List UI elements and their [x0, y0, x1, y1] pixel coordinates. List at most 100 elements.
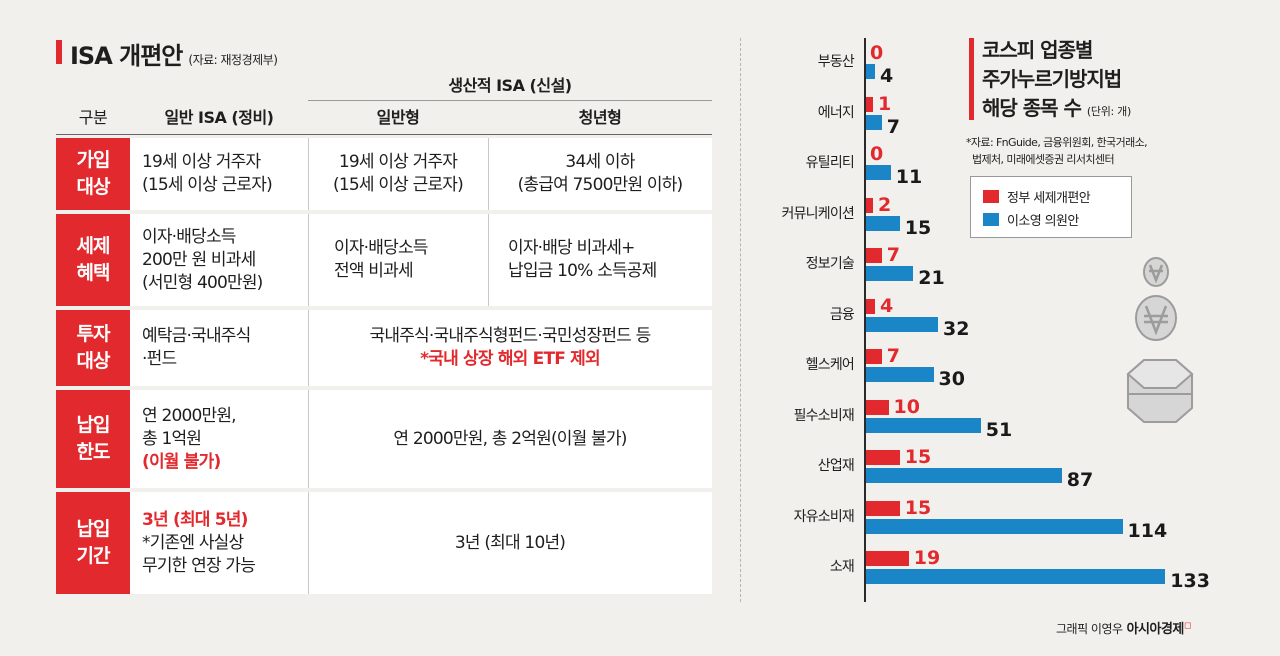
bar-lee — [866, 165, 891, 180]
cell-line: (총급여 7500만원 이하) — [517, 175, 684, 195]
cell-divider — [488, 138, 489, 210]
cell-line: 전액 비과세 — [334, 261, 414, 281]
row-label: 가입 대상 — [56, 138, 130, 210]
cell-prod-merged: 국내주식·국내주식형펀드·국민성장펀드 등 *국내 상장 해외 ETF 제외 — [308, 310, 712, 386]
bar-gov — [866, 450, 900, 465]
cell-line: 예탁금·국내주식 — [142, 326, 251, 346]
chart-title-line: 코스피 업종별 — [982, 38, 1093, 62]
chart-source-line: *자료: FnGuide, 금융위원회, 한국거래소, — [966, 136, 1148, 149]
row-label: 세제 혜택 — [56, 214, 130, 306]
row-label: 납입 기간 — [56, 492, 130, 594]
chart-title: 코스피 업종별 주가누르기방지법 해당 종목 수 (단위: 개) — [982, 36, 1131, 126]
isa-title: ISA 개편안 (자료: 재정경제부) — [70, 42, 278, 70]
cell-note: 3년 (최대 5년) — [142, 509, 248, 530]
bar-gov — [866, 248, 882, 263]
credit: 그래픽 이영우 아시아경제◻ — [1056, 618, 1191, 637]
bar-lee — [866, 569, 1166, 584]
cell-line: 총 1억원 — [142, 428, 202, 449]
data-label-lee: 133 — [1170, 570, 1210, 592]
legend-item: 정부 세제개편안 — [983, 187, 1091, 206]
brand-logo: 아시아경제 — [1126, 622, 1185, 637]
category-label: 정보기술 — [805, 256, 855, 272]
header-divider — [56, 134, 712, 135]
cell-prod-general: 19세 이상 거주자 (15세 이상 근로자) — [308, 138, 488, 210]
bar-gov — [866, 298, 875, 314]
bar-lee — [866, 468, 1062, 483]
data-label-gov: 1 — [878, 92, 892, 115]
legend-swatch — [983, 212, 999, 226]
data-label-gov: 4 — [880, 294, 894, 317]
cell-note: (이월 불가) — [142, 451, 221, 472]
bar-lee — [866, 518, 1123, 534]
data-label-gov: 2 — [878, 193, 892, 216]
cell-line: 무기한 연장 가능 — [142, 555, 256, 576]
cell-line: 이자·배당소득 — [334, 238, 428, 258]
credit-author: 그래픽 이영우 — [1056, 622, 1123, 636]
cell-line: 이자·배당소득 — [142, 226, 236, 247]
cell-line: 연 2000만원, — [142, 405, 237, 426]
data-label-lee: 15 — [904, 216, 932, 239]
brand-mark-icon: ◻ — [1183, 621, 1191, 631]
table-row: 투자 대상 예탁금·국내주식 ·펀드 국내주식·국내주식형펀드·국민성장펀드 등… — [56, 310, 712, 386]
chart-legend: 정부 세제개편안 이소영 의원안 — [970, 176, 1132, 238]
cell-prod-merged: 연 2000만원, 총 2억원(이월 불가) — [308, 390, 712, 488]
chart-source: *자료: FnGuide, 금융위원회, 한국거래소, 법제처, 미래에셋증권 … — [966, 134, 1148, 168]
cell-line: *기존엔 사실상 — [142, 532, 244, 553]
cell-note: *국내 상장 해외 ETF 제외 — [420, 349, 601, 369]
data-label-lee: 21 — [918, 267, 945, 289]
data-label-lee: 4 — [880, 65, 894, 87]
data-label-lee: 114 — [1127, 519, 1168, 542]
cell-line: 3년 (최대 10년) — [454, 532, 566, 553]
title-accent-bar — [56, 40, 62, 64]
cell-general: 이자·배당소득 200만 원 비과세 (서민형 400만원) — [142, 214, 304, 306]
cell-prod-general: 이자·배당소득 전액 비과세 — [334, 214, 484, 306]
row-label: 납입 한도 — [56, 390, 130, 488]
bar-lee — [866, 266, 914, 281]
coin-stack-illustration — [1126, 257, 1194, 423]
data-label-gov: 0 — [870, 143, 884, 165]
isa-table: 생산적 ISA (신설) 구분 일반 ISA (정비) 일반형 청년형 가입 대… — [56, 72, 712, 594]
cell-general: 연 2000만원, 총 1억원 (이월 불가) — [142, 390, 304, 488]
row-label: 투자 대상 — [56, 310, 130, 386]
cell-prod-youth: 이자·배당 비과세+ 납입금 10% 소득공제 — [508, 214, 708, 306]
cell-divider — [308, 390, 309, 488]
table-header-row: 구분 일반 ISA (정비) 일반형 청년형 — [56, 102, 712, 134]
bar-gov — [866, 197, 873, 213]
data-label-lee: 11 — [895, 166, 923, 188]
cell-line: 연 2000만원, 총 2억원(이월 불가) — [393, 428, 627, 449]
data-label-gov: 15 — [904, 446, 932, 468]
category-label: 소재 — [829, 559, 855, 575]
legend-label: 이소영 의원안 — [1007, 213, 1079, 229]
cell-line: (서민형 400만원) — [142, 272, 263, 293]
cell-line: 19세 이상 거주자 — [142, 152, 261, 172]
cell-line: ·펀드 — [142, 349, 177, 369]
header-general-isa: 일반 ISA (정비) — [164, 108, 274, 127]
bar-lee — [866, 367, 934, 382]
cell-line: 19세 이상 거주자 — [338, 152, 458, 172]
cell-general: 3년 (최대 5년) *기존엔 사실상 무기한 연장 가능 — [142, 492, 304, 594]
category-label: 금융 — [829, 306, 855, 323]
cell-prod-merged: 3년 (최대 10년) — [308, 492, 712, 594]
table-row: 납입 기간 3년 (최대 5년) *기존엔 사실상 무기한 연장 가능 3년 (… — [56, 492, 712, 594]
data-label-gov: 7 — [886, 345, 900, 367]
panel-divider — [740, 38, 741, 602]
category-label: 필수소비재 — [793, 407, 855, 424]
bar-gov — [866, 551, 909, 566]
data-label-gov: 10 — [893, 395, 920, 418]
cell-line: 납입금 10% 소득공제 — [508, 261, 657, 281]
bar-lee — [866, 215, 900, 231]
category-label: 유틸리티 — [805, 155, 855, 171]
cell-general: 19세 이상 거주자 (15세 이상 근로자) — [142, 138, 304, 210]
cell-prod-youth: 34세 이하 (총급여 7500만원 이하) — [488, 138, 712, 210]
cell-divider — [308, 492, 309, 594]
cell-line: 34세 이하 — [565, 152, 635, 172]
bar-lee — [866, 64, 875, 79]
data-label-gov: 7 — [886, 244, 900, 266]
group-header-line — [308, 100, 712, 101]
cell-line: 국내주식·국내주식형펀드·국민성장펀드 등 — [369, 326, 652, 346]
data-label-gov: 19 — [913, 547, 941, 569]
table-row: 납입 한도 연 2000만원, 총 1억원 (이월 불가) 연 2000만원, … — [56, 390, 712, 488]
chart-source-line: 법제처, 미래에셋증권 리서치센터 — [972, 153, 1115, 166]
group-header: 생산적 ISA (신설) — [448, 76, 572, 95]
legend-label: 정부 세제개편안 — [1007, 190, 1091, 206]
